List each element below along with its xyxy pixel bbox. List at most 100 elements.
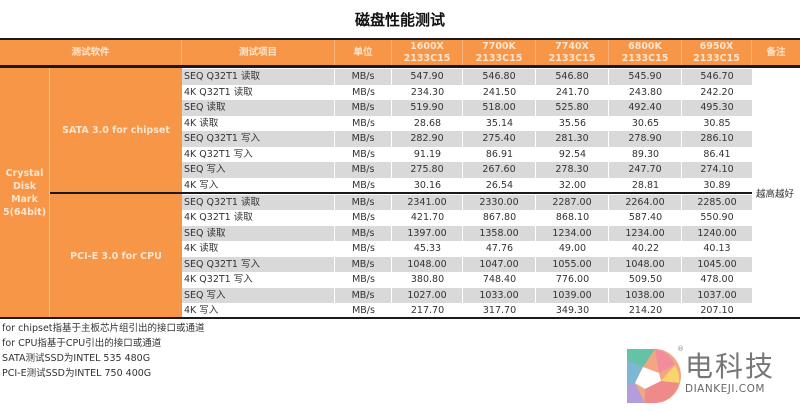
note: SATA测试SSD为INTEL 535 480G bbox=[2, 353, 151, 364]
test-item: 4K Q32T1 写入 bbox=[184, 274, 253, 285]
unit: MB/s bbox=[352, 179, 375, 191]
value-cell: 1234.00 bbox=[609, 225, 682, 241]
value-cell: 286.10 bbox=[700, 133, 734, 144]
value-cell: 748.40 bbox=[482, 274, 517, 285]
cpu-mem: 2133C15 bbox=[621, 52, 669, 64]
value-cell: 28.68 bbox=[413, 117, 442, 129]
value-cell: 234.30 bbox=[410, 86, 445, 98]
value-cell: 546.80 bbox=[463, 69, 536, 85]
unit: MB/s bbox=[352, 148, 375, 160]
value-cell: 1038.00 bbox=[609, 287, 682, 303]
test-item: SEQ 读取 bbox=[182, 100, 335, 116]
header-cpu-3: 7740X 2133C15 bbox=[536, 40, 609, 65]
logo-cn-text: 电科技 bbox=[685, 350, 776, 383]
logo-d-icon bbox=[627, 349, 681, 403]
table-row: SEQ 写入 MB/s 1027.00 1033.00 1039.00 1038.00 10… bbox=[182, 287, 752, 303]
value-cell: 217.70 bbox=[410, 305, 445, 316]
value-cell: 281.30 bbox=[536, 131, 609, 147]
value-cell: 267.60 bbox=[463, 162, 536, 178]
value-cell: 32.00 bbox=[558, 179, 587, 191]
value-cell: 509.50 bbox=[628, 274, 663, 285]
value-cell: 421.70 bbox=[410, 212, 445, 223]
value-cell: 40.13 bbox=[703, 243, 731, 254]
value-cell: 278.30 bbox=[536, 162, 609, 178]
table-bottom-rule bbox=[0, 317, 800, 319]
table-row: 4K 读取 MB/s 45.33 47.76 49.00 40.22 40.13 bbox=[182, 241, 752, 257]
note: PCI-E测试SSD为INTEL 750 400G bbox=[2, 368, 152, 379]
value-cell: 241.50 bbox=[482, 86, 517, 98]
note: for CPU指基于CPU引出的接口或通道 bbox=[2, 338, 162, 349]
value-cell: 495.30 bbox=[700, 102, 734, 113]
value-cell: 1047.00 bbox=[463, 256, 536, 272]
value-cell: 275.40 bbox=[463, 131, 536, 147]
value-cell: 545.90 bbox=[609, 69, 682, 85]
table-header: 测试软件 测试项目 单位 1600X 2133C15 7700K 2133C15… bbox=[0, 38, 800, 68]
unit: MB/s bbox=[352, 274, 375, 285]
table-row: SEQ Q32T1 读取 MB/s 2341.00 2330.00 2287.00 226… bbox=[182, 194, 752, 210]
value-cell: 1033.00 bbox=[463, 287, 536, 303]
value-cell: 2341.00 bbox=[392, 194, 463, 210]
group-sata: SATA 3.0 for chipset bbox=[62, 124, 170, 136]
value-cell: 587.40 bbox=[628, 212, 663, 223]
value-cell: 349.30 bbox=[555, 305, 590, 316]
cpu-mem: 2133C15 bbox=[693, 52, 740, 64]
value-cell: 91.19 bbox=[413, 148, 442, 160]
test-item: SEQ 写入 bbox=[182, 162, 335, 178]
value-cell: 1358.00 bbox=[463, 225, 536, 241]
cpu-name: 7700K bbox=[482, 40, 516, 52]
test-item: 4K Q32T1 读取 bbox=[184, 86, 253, 98]
table-row: 4K Q32T1 读取 MB/s 421.70 867.80 868.10 587.40 5… bbox=[182, 210, 752, 226]
unit: MB/s bbox=[352, 243, 375, 254]
value-cell: 1397.00 bbox=[392, 225, 463, 241]
value-cell: 30.65 bbox=[631, 117, 660, 129]
cpu-name: 1600X bbox=[410, 40, 444, 52]
table-row: 4K 写入 MB/s 30.16 26.54 32.00 28.81 30.89 bbox=[182, 178, 752, 194]
value-cell: 86.91 bbox=[485, 148, 514, 160]
value-cell: 1055.00 bbox=[536, 256, 609, 272]
value-cell: 518.00 bbox=[463, 100, 536, 116]
value-cell: 519.90 bbox=[392, 100, 463, 116]
logo-en-text: DIANKEJI.COM bbox=[685, 383, 765, 395]
value-cell: 1048.00 bbox=[609, 256, 682, 272]
value-cell: 546.80 bbox=[536, 69, 609, 85]
header-software: 测试软件 bbox=[0, 40, 182, 65]
group-divider bbox=[50, 192, 752, 194]
value-cell: 547.90 bbox=[392, 69, 463, 85]
cpu-name: 6950X bbox=[699, 40, 734, 52]
unit: MB/s bbox=[335, 100, 392, 116]
value-cell: 546.70 bbox=[700, 71, 734, 82]
test-item: 4K Q32T1 写入 bbox=[184, 148, 253, 160]
table-row: SEQ 写入 MB/s 275.80 267.60 278.30 247.70 274.10 bbox=[182, 162, 752, 178]
value-cell: 49.00 bbox=[558, 243, 587, 254]
value-cell: 35.56 bbox=[558, 117, 587, 129]
test-item: 4K 读取 bbox=[184, 243, 219, 254]
value-cell: 1037.00 bbox=[697, 289, 737, 301]
unit: MB/s bbox=[335, 69, 392, 85]
header-cpu-1: 1600X 2133C15 bbox=[392, 40, 463, 65]
table-row: SEQ Q32T1 写入 MB/s 1048.00 1047.00 1055.00 104… bbox=[182, 256, 752, 272]
value-cell: 317.70 bbox=[482, 305, 517, 316]
value-cell: 1048.00 bbox=[392, 256, 463, 272]
value-cell: 1240.00 bbox=[697, 227, 737, 239]
table-row: 4K Q32T1 写入 MB/s 380.80 748.40 776.00 509.50 4… bbox=[182, 272, 752, 288]
remark-text: 越高越好 bbox=[756, 189, 795, 200]
value-cell: 380.80 bbox=[410, 274, 445, 285]
value-cell: 776.00 bbox=[555, 274, 590, 285]
table-row: SEQ 读取 MB/s 519.90 518.00 525.80 492.40 495.30 bbox=[182, 100, 752, 116]
value-cell: 1234.00 bbox=[536, 225, 609, 241]
value-cell: 2287.00 bbox=[536, 194, 609, 210]
value-cell: 2330.00 bbox=[463, 194, 536, 210]
header-remark: 备注 bbox=[766, 46, 786, 58]
test-item: 4K 读取 bbox=[184, 117, 219, 129]
value-cell: 2285.00 bbox=[697, 196, 737, 208]
cpu-name: 7740X bbox=[555, 40, 589, 52]
header-cpu-5: 6950X 2133C15 bbox=[682, 40, 752, 65]
test-item: SEQ 写入 bbox=[182, 287, 335, 303]
page-title: 磁盘性能测试 bbox=[354, 11, 445, 29]
header-cpu-2: 7700K 2133C15 bbox=[463, 40, 536, 65]
table-row: SEQ Q32T1 写入 MB/s 282.90 275.40 281.30 278.90… bbox=[182, 131, 752, 147]
group-pcie: PCI-E 3.0 for CPU bbox=[70, 250, 162, 262]
cpu-mem: 2133C15 bbox=[403, 52, 451, 64]
unit: MB/s bbox=[335, 194, 392, 210]
unit: MB/s bbox=[352, 86, 375, 98]
